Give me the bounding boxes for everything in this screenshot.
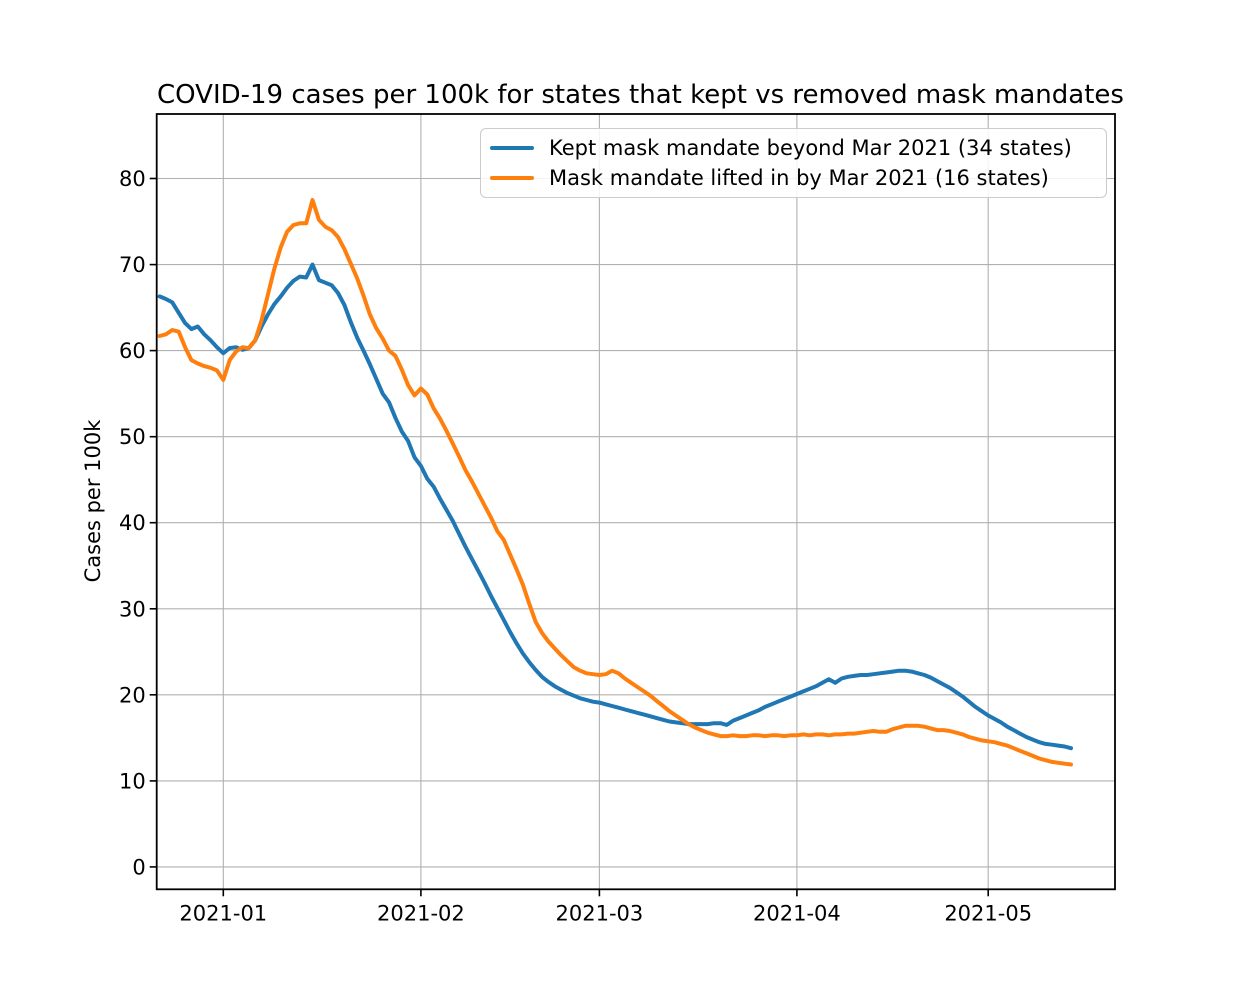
legend: Kept mask mandate beyond Mar 2021 (34 st… [480,128,1107,198]
legend-label-kept: Kept mask mandate beyond Mar 2021 (34 st… [549,135,1072,160]
x-tick-label: 2021-01 [179,901,267,925]
legend-entry-lifted: Mask mandate lifted in by Mar 2021 (16 s… [481,166,1106,190]
legend-entry-kept: Kept mask mandate beyond Mar 2021 (34 st… [481,136,1106,160]
legend-label-lifted: Mask mandate lifted in by Mar 2021 (16 s… [549,166,1049,191]
legend-line-sample-lifted [490,176,534,181]
plot-border [155,113,1116,891]
y-tick-label: 50 [119,425,146,449]
y-tick-label: 30 [119,597,146,621]
x-tick-label: 2021-03 [556,901,644,925]
legend-line-sample-kept [490,145,534,150]
y-tick-label: 0 [132,855,145,879]
y-axis-label: Cases per 100k [81,419,105,583]
series-line-lifted [157,198,1073,767]
y-tick-label: 80 [119,167,146,191]
x-tick-label: 2021-02 [377,901,465,925]
x-tick-label: 2021-04 [753,901,841,925]
chart-title: COVID-19 cases per 100k for states that … [157,80,1124,110]
y-tick-label: 60 [119,339,146,363]
x-tick-label: 2021-05 [944,901,1032,925]
y-tick-label: 70 [119,253,146,277]
y-tick-label: 20 [119,683,146,707]
y-tick-label: 10 [119,769,146,793]
series-line-kept [157,262,1073,751]
y-tick-label: 40 [119,511,146,535]
